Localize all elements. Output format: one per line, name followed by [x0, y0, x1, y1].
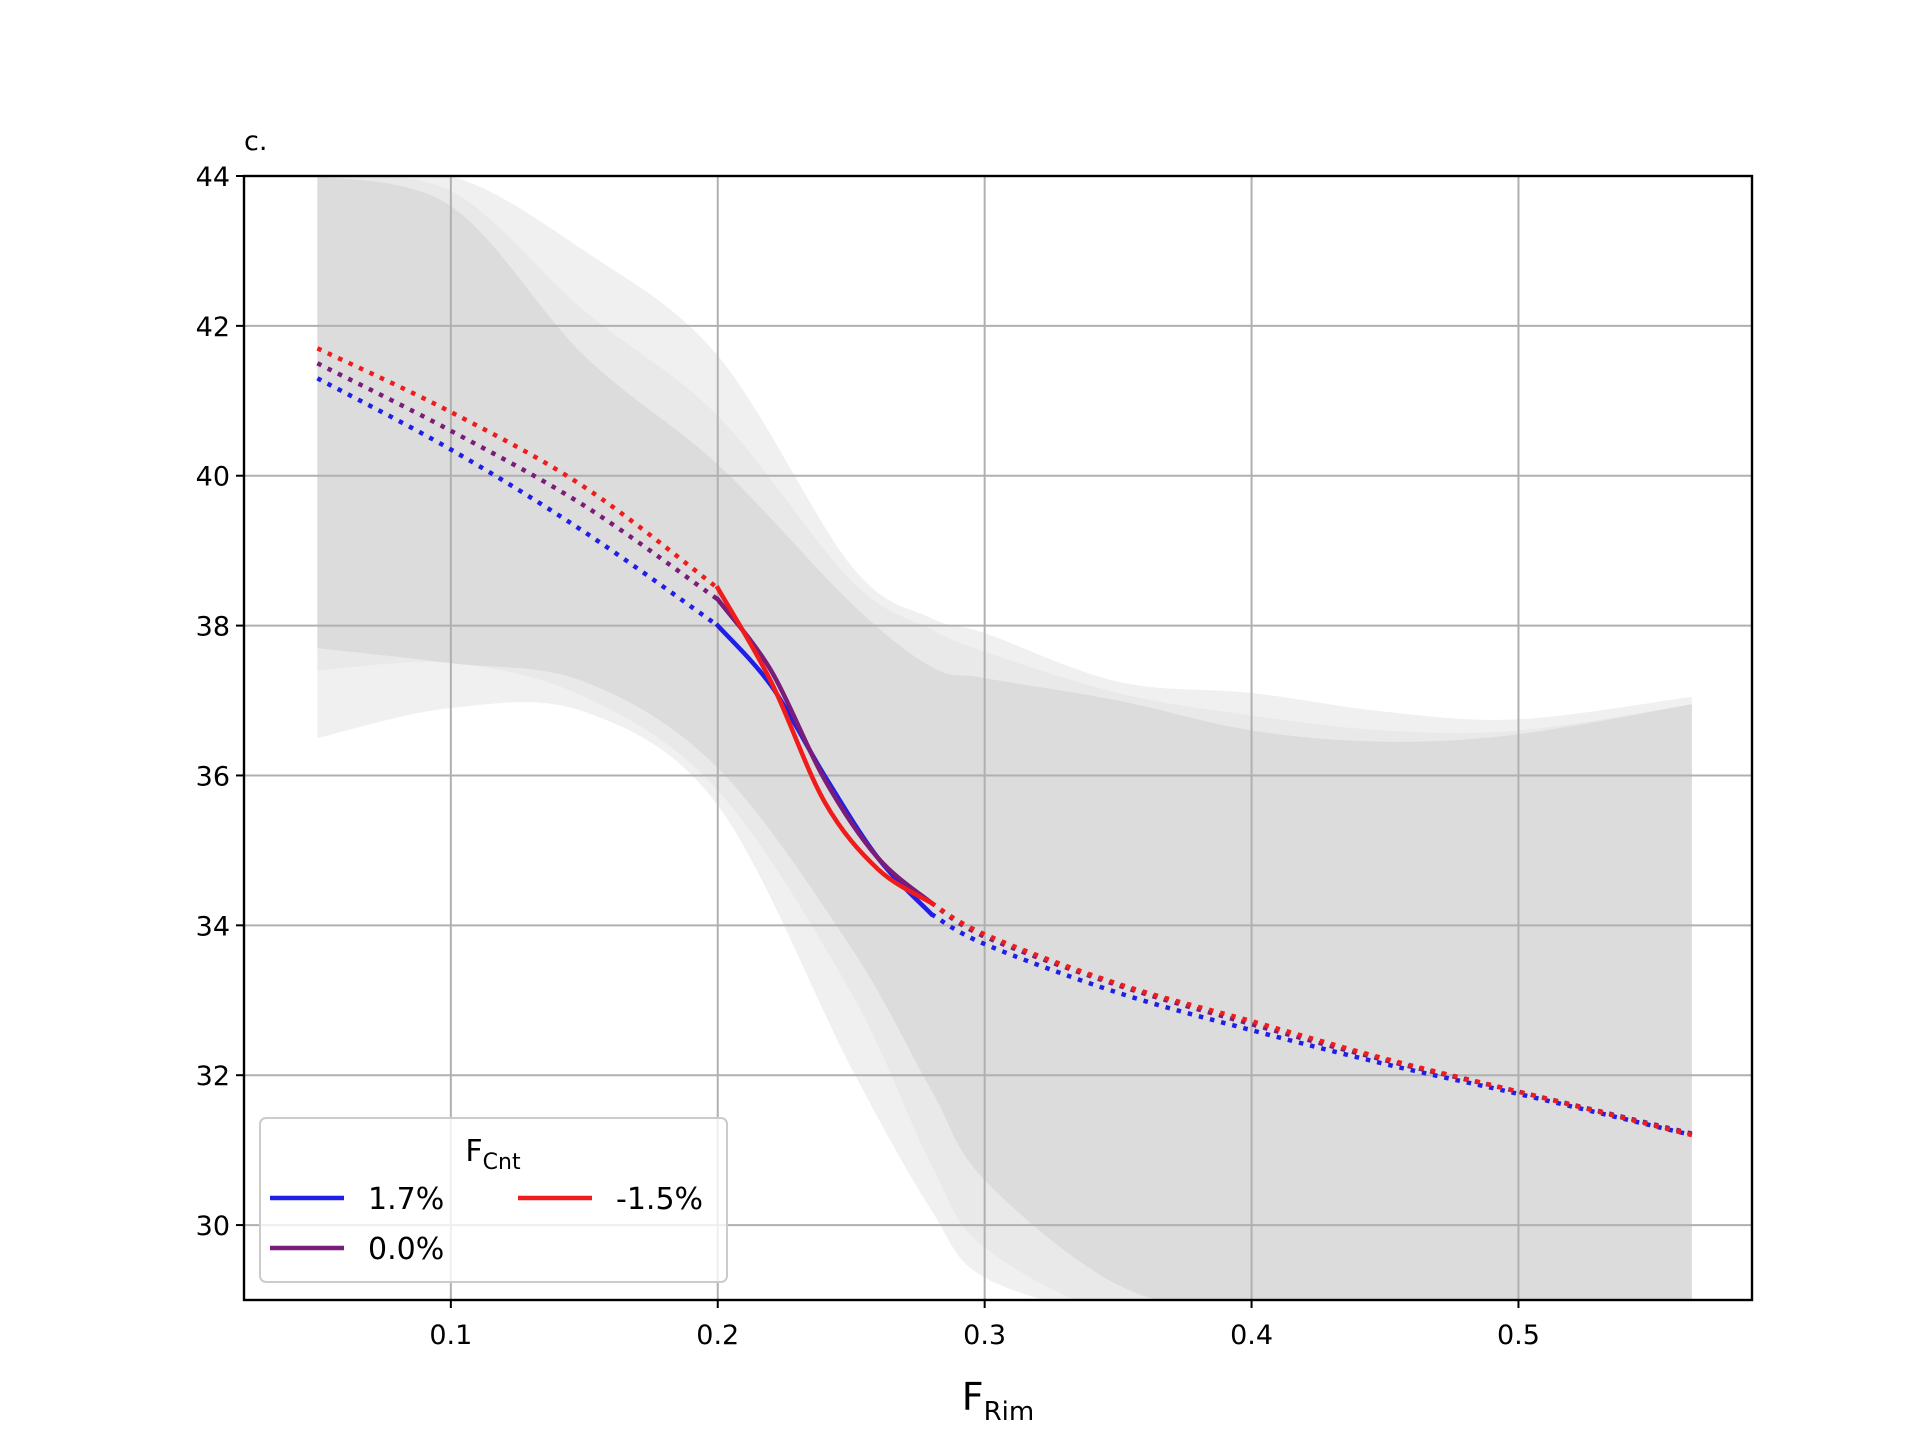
series-line-solid — [714, 585, 935, 907]
y-tick-label: 38 — [196, 612, 230, 643]
x-tick-label: 0.3 — [963, 1320, 1006, 1351]
legend-entries: 1.7% 0.0% -1.5% — [270, 1182, 703, 1267]
legend-label: 0.0% — [368, 1232, 444, 1267]
x-axis-label-main: F — [962, 1375, 984, 1419]
x-tick-label: 0.1 — [429, 1320, 472, 1351]
series-line-dotted-left — [316, 346, 720, 590]
confidence-band--1.5% — [317, 176, 1692, 1300]
y-tick-label: 44 — [196, 162, 230, 193]
x-tick-label: 0.5 — [1497, 1320, 1540, 1351]
y-tick-label: 32 — [196, 1061, 230, 1092]
series-line-dotted-left — [316, 361, 720, 602]
confidence-bands — [317, 176, 1692, 1300]
x-axis-label: FRim — [962, 1375, 1034, 1427]
legend-entry: 0.0% — [270, 1232, 444, 1267]
legend-entry: -1.5% — [518, 1182, 703, 1217]
legend-box — [259, 1117, 728, 1283]
grid-lines — [244, 175, 1752, 1300]
panel-label: c. — [244, 126, 267, 157]
legend-label: 1.7% — [368, 1182, 444, 1217]
x-tick-label: 0.2 — [696, 1320, 739, 1351]
series--1.5% — [316, 346, 1693, 1138]
axis-ticks: 0.1 0.2 0.3 0.4 0.5 30 32 34 36 38 40 42 44 — [196, 162, 1540, 1351]
series-lines — [316, 346, 1693, 1138]
y-tick-label: 40 — [196, 462, 230, 493]
series-line-dotted-right — [930, 900, 1693, 1138]
x-axis-label-sub: Rim — [984, 1397, 1035, 1427]
y-tick-label: 34 — [196, 911, 230, 942]
x-tick-label: 0.4 — [1230, 1320, 1273, 1351]
y-tick-label: 42 — [196, 312, 230, 343]
plot-frame — [242, 174, 1754, 1302]
series-line-solid — [714, 596, 935, 907]
legend-title-sub: Cnt — [483, 1150, 521, 1175]
legend-title: FCnt — [465, 1134, 521, 1175]
legend-entry: 1.7% — [270, 1182, 444, 1217]
legend-label: -1.5% — [616, 1182, 703, 1217]
y-tick-label: 30 — [196, 1211, 230, 1242]
legend-title-main: F — [465, 1134, 482, 1169]
y-tick-label: 36 — [196, 761, 230, 792]
legend: FCnt 1.7% 0.0% -1.5% — [259, 1117, 728, 1283]
